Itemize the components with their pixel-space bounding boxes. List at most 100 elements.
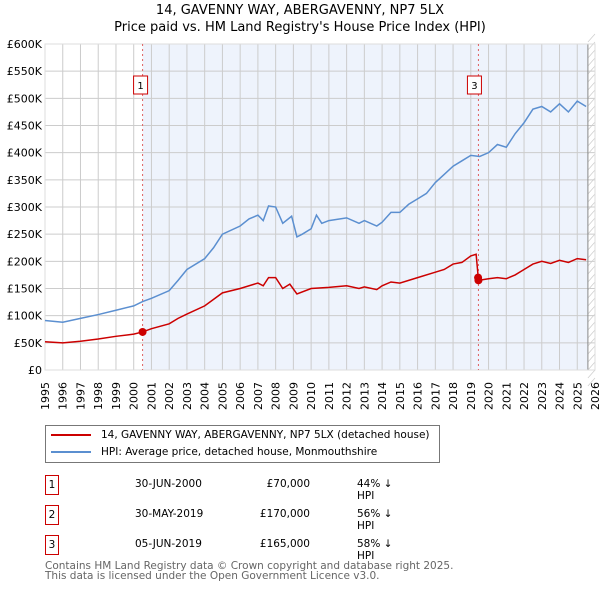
y-tick-label: £250K [7,228,43,241]
hatch-line [587,105,596,115]
x-tick-label: 2020 [483,382,496,410]
hatch-line [587,201,596,211]
footer-licence: This data is licensed under the Open Gov… [45,570,380,582]
x-tick-label: 2000 [128,382,141,410]
transaction-date: 30-JUN-2000 [135,478,202,490]
legend-label: 14, GAVENNY WAY, ABERGAVENNY, NP7 5LX (d… [101,429,430,441]
y-tick-label: £550K [7,65,43,78]
x-tick-label: 2019 [465,382,478,410]
transaction-price: £170,000 [259,508,310,520]
sale-label: 3 [471,81,477,92]
hatch-line [587,289,596,299]
hatch-line [587,65,596,75]
y-tick-label: £450K [7,120,43,133]
transaction-row: 2 30-MAY-2019 £170,000 56% ↓ HPI [45,505,405,532]
hatch-line [587,265,596,275]
hatch-line [587,257,596,267]
hatch-line [587,33,596,43]
transaction-hpi: 56% ↓ HPI [357,508,393,532]
hatch-line [587,233,596,243]
sale-label: 1 [137,81,143,92]
x-tick-label: 2013 [358,382,371,410]
hatch-line [587,161,596,171]
x-tick-label: 1997 [74,382,87,410]
x-tick-label: 2004 [199,382,212,410]
x-tick-label: 2008 [270,382,283,410]
hatch-line [587,41,596,51]
hatch-line [587,217,596,227]
legend-item-property: 14, GAVENNY WAY, ABERGAVENNY, NP7 5LX (d… [51,427,430,443]
x-tick-label: 2023 [536,382,549,410]
hatch-line [587,73,596,83]
hatch-line [587,89,596,99]
hatch-line [587,49,596,59]
hatch-line [587,177,596,187]
sale-label-box [466,75,482,95]
hatch-line [587,97,596,107]
y-tick-label: £50K [14,337,43,350]
hatch-line [587,153,596,163]
transaction-date: 05-JUN-2019 [135,538,202,550]
x-tick-label: 2011 [323,382,336,410]
hatch-line [587,337,596,347]
y-tick-label: £200K [7,255,43,268]
hatch-line [587,369,596,379]
hatch-line [587,377,596,387]
y-tick-label: £400K [7,147,43,160]
x-tick-label: 2001 [145,382,158,410]
hatch-line [587,129,596,139]
transaction-date: 30-MAY-2019 [135,508,204,520]
hatch-line [587,57,596,67]
x-tick-label: 2015 [394,382,407,410]
hatch-line [587,297,596,307]
y-tick-label: £300K [7,201,43,214]
y-tick-label: £0 [28,364,42,377]
price-chart: £0 £50K £100K £150K £200K £250K £300K £350K £400… [7,33,600,410]
y-tick-label: £500K [7,92,43,105]
hatch-line [587,137,596,147]
x-tick-label: 2002 [163,382,176,410]
legend-swatch-blue [51,451,91,453]
hatch-line [587,249,596,259]
x-tick-label: 2007 [252,382,265,410]
x-tick-label: 2022 [518,382,531,410]
legend-label: HPI: Average price, detached house, Monm… [101,446,378,458]
transaction-number: 3 [45,535,59,555]
x-tick-label: 2014 [376,382,389,410]
transaction-price: £70,000 [266,478,310,490]
hatch-line [587,185,596,195]
x-tick-label: 2021 [500,382,513,410]
hatch-line [587,113,596,123]
hatch-line [587,209,596,219]
x-tick-label: 2012 [341,382,354,410]
transaction-number: 1 [45,475,59,495]
y-tick-label: £350K [7,174,43,187]
sale-label-box [133,75,149,95]
hatch-line [587,81,596,91]
x-tick-label: 2024 [554,382,567,410]
legend-swatch-red [51,434,91,436]
series-line [44,253,587,344]
plot-border [44,43,596,371]
transaction-row: 1 30-JUN-2000 £70,000 44% ↓ HPI [45,475,405,502]
hatch-line [587,353,596,363]
chart-title: 14, GAVENNY WAY, ABERGAVENNY, NP7 5LX [155,3,445,18]
x-tick-label: 2026 [589,382,600,410]
hatch-line [587,305,596,315]
sale-point [138,327,147,336]
hatch-line [587,329,596,339]
footer-copyright: Contains HM Land Registry data © Crown c… [45,560,454,572]
hatch-line [587,345,596,355]
chart-subtitle: Price paid vs. HM Land Registry's House … [114,20,486,35]
hatch-line [587,321,596,331]
transaction-row: 3 05-JUN-2019 £165,000 58% ↓ HPI [45,535,405,562]
transaction-price: £165,000 [259,538,310,550]
x-tick-label: 2005 [216,382,229,410]
transaction-number: 2 [45,505,59,525]
y-tick-label: £150K [7,283,43,296]
legend: 14, GAVENNY WAY, ABERGAVENNY, NP7 5LX (d… [45,425,440,463]
x-tick-label: 2010 [305,382,318,410]
hatch-line [587,273,596,283]
transaction-hpi: 44% ↓ HPI [357,478,393,502]
